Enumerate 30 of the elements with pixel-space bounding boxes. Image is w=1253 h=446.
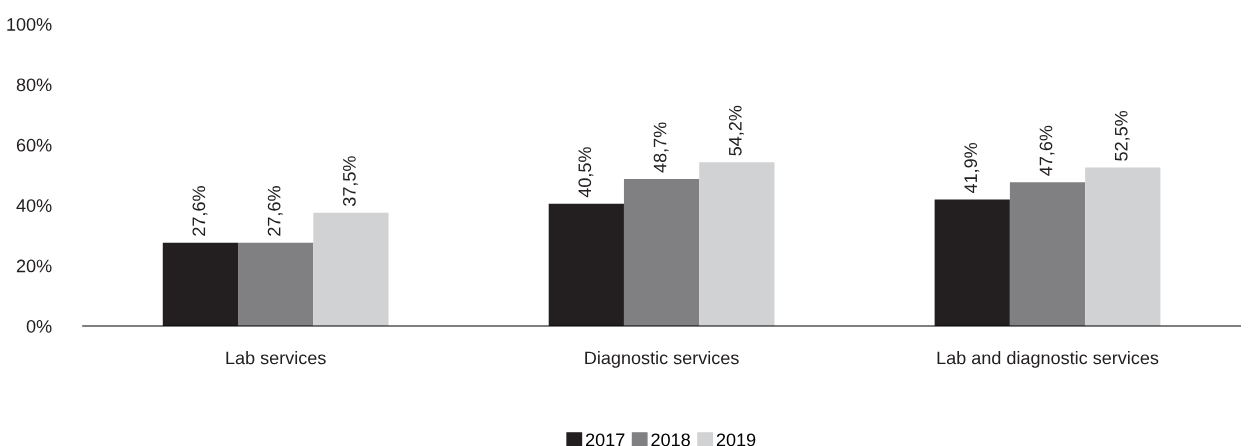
legend-label: 2019 bbox=[716, 433, 756, 446]
y-tick-label: 40% bbox=[16, 199, 52, 212]
y-tick-label: 20% bbox=[16, 259, 52, 273]
bar bbox=[548, 203, 624, 327]
x-tick-label: Lab services bbox=[226, 351, 326, 365]
data-label: 47,6% bbox=[1039, 125, 1055, 176]
bar bbox=[699, 162, 775, 327]
y-tick-label: 60% bbox=[16, 138, 52, 152]
data-label: 54,2% bbox=[728, 105, 744, 156]
x-tick-label: Lab and diagnostic services bbox=[937, 351, 1159, 368]
bar bbox=[934, 199, 1010, 327]
y-tick-label: 80% bbox=[16, 78, 52, 92]
bar bbox=[313, 212, 389, 327]
legend-label: 2018 bbox=[651, 433, 690, 446]
data-label: 27,6% bbox=[267, 186, 283, 236]
y-tick-label: 0% bbox=[26, 319, 52, 333]
data-label: 40,5% bbox=[578, 147, 594, 198]
bar bbox=[1085, 167, 1161, 327]
bar bbox=[162, 242, 239, 327]
bar bbox=[623, 178, 700, 327]
data-label: 41,9% bbox=[964, 142, 980, 194]
data-label: 27,6% bbox=[192, 186, 208, 236]
x-tick-label: Diagnostic services bbox=[585, 351, 739, 368]
bar bbox=[238, 242, 314, 327]
bar bbox=[1009, 182, 1086, 327]
y-tick-label: 100% bbox=[7, 18, 52, 31]
data-label: 37,5% bbox=[342, 156, 358, 207]
legend-label: 2017 bbox=[586, 433, 625, 446]
data-label: 48,7% bbox=[653, 122, 669, 173]
data-label: 52,5% bbox=[1114, 110, 1130, 161]
